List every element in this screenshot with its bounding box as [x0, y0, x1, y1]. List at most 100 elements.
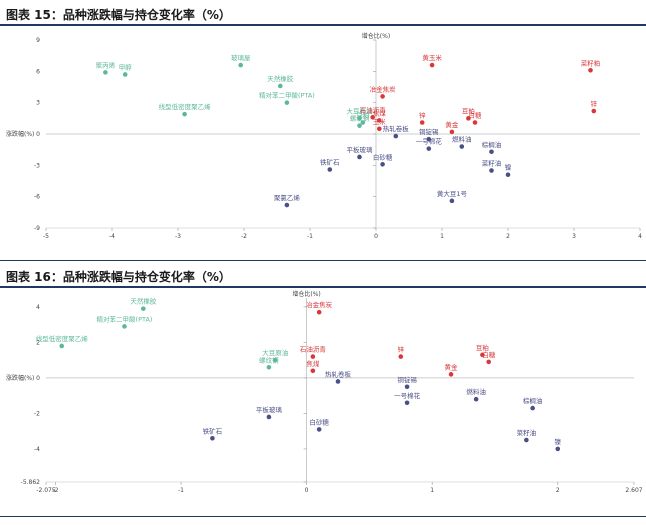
x-tick-label: 0: [374, 233, 378, 240]
point-label: 平板玻璃: [256, 405, 283, 414]
y-tick-label: -9: [34, 225, 40, 232]
point-label: 白砂糖: [373, 152, 393, 161]
y-tick-label: 4: [36, 304, 40, 311]
scatter-point: [310, 368, 316, 374]
scatter-point: [357, 123, 362, 128]
point-label: 棕榈油: [523, 396, 543, 405]
point-label: 铁矿石: [203, 426, 223, 435]
scatter-point: [335, 379, 341, 384]
point-label: 豆粕: [356, 111, 369, 120]
scatter-point: [429, 62, 435, 68]
point-label: 天然橡胶: [130, 297, 157, 306]
x-tick-label: 2: [506, 233, 510, 240]
point-label: 线型低密度聚乙烯: [36, 334, 89, 343]
y-tick-label: -5.862: [21, 479, 41, 486]
scatter-point: [59, 343, 64, 349]
scatter-point: [426, 136, 432, 142]
point-label: 热轧卷板: [325, 369, 352, 378]
scatter-point: [449, 198, 455, 204]
point-label: 聚丙烯: [96, 60, 116, 69]
point-label: 棕榈油: [482, 140, 502, 149]
point-label: 菜籽油: [482, 159, 502, 168]
point-label: 白糖: [482, 350, 496, 359]
scatter-point: [284, 100, 290, 105]
scatter-chart-15: -5 -4 -3 -2 -1 0 1 2 3 4-9-6-33690涨跌幅(%)增仓比(%)聚丙烯…: [6, 32, 642, 240]
scatter-point: [555, 446, 561, 452]
figure-15-title-rule: [0, 24, 646, 26]
point-label: 焦煤: [373, 108, 387, 117]
y-tick-label: 0: [36, 375, 40, 382]
point-label: 精对苯二甲酸(PTA): [97, 314, 153, 323]
point-label: 玻璃屋: [231, 53, 251, 62]
scatter-point: [398, 354, 404, 359]
scatter-point: [327, 167, 333, 172]
point-label: 石油沥青: [300, 345, 327, 354]
scatter-point: [486, 359, 491, 365]
scatter-point: [238, 62, 243, 68]
point-label: 焦煤: [306, 359, 320, 368]
point-label: 黄金: [445, 362, 459, 371]
point-label: 燃料油: [452, 135, 472, 144]
point-label: 锌: [591, 99, 598, 108]
y-tick-label: -4: [34, 446, 40, 453]
y-tick-label: 0: [36, 131, 40, 138]
point-label: 白砂糖: [309, 417, 329, 426]
point-label: 平板玻璃: [347, 145, 374, 154]
x-tick-label: 2.607: [625, 487, 642, 494]
scatter-point: [278, 83, 283, 89]
scatter-point: [588, 67, 593, 73]
x-tick-label: 0: [305, 487, 309, 494]
figure-15-title: 图表 15：品种涨跌幅与持仓变化率（%）: [6, 8, 231, 22]
x-tick-label: -5: [43, 233, 49, 240]
point-label: 螺纹钢: [350, 114, 370, 123]
scatter-point: [310, 354, 316, 359]
point-label: 菜籽油: [517, 428, 537, 437]
point-label: 白糖: [469, 111, 483, 120]
y-tick-label: -6: [34, 194, 40, 201]
scatter-point: [182, 111, 187, 117]
scatter-point: [103, 70, 108, 75]
scatter-point: [489, 168, 494, 173]
scatter-chart-16: -2.075-2 -1 0 1 2 2.607-5.862-4-2240涨跌幅(%)增仓比…: [6, 290, 643, 494]
x-tick-label: 2: [556, 487, 560, 494]
point-label: 螺纹钢: [259, 355, 279, 364]
scatter-point: [272, 357, 278, 363]
scatter-point: [459, 144, 465, 149]
y-tick-label: 2: [36, 339, 40, 346]
figure-16-title: 图表 16：品种涨跌幅与持仓变化率（%）: [6, 270, 231, 284]
x-tick-label: 4: [638, 233, 642, 240]
point-label: 玉米: [373, 117, 387, 126]
scatter-point: [360, 120, 366, 125]
x-tick-label: 1: [430, 487, 434, 494]
point-label: 菜籽粕: [581, 58, 601, 67]
scatter-point: [449, 129, 455, 135]
scatter-point: [380, 94, 385, 99]
x-tick-label: -2.075: [36, 487, 56, 494]
scatter-point: [404, 400, 410, 406]
x-axis-title: 涨跌幅(%): [6, 374, 34, 382]
scatter-point: [122, 324, 127, 329]
point-label: 大豆原油: [347, 106, 373, 115]
x-tick-label: 1: [440, 233, 444, 240]
point-label: 线型低密度聚乙烯: [159, 102, 212, 111]
point-label: 黄金: [445, 120, 459, 129]
scatter-point: [530, 405, 535, 411]
scatter-point: [266, 364, 272, 370]
point-label: 豆粕: [476, 343, 489, 352]
scatter-point: [448, 372, 454, 377]
scatter-point: [266, 414, 272, 420]
point-label: 锌: [398, 345, 405, 354]
scatter-point: [591, 108, 597, 114]
scatter-point: [316, 309, 322, 315]
scatter-point: [419, 120, 425, 125]
x-tick-label: -2: [241, 233, 247, 240]
point-label: 精对苯二甲酸(PTA): [259, 91, 315, 100]
scatter-point: [393, 133, 399, 139]
x-tick-label: -4: [109, 233, 115, 240]
point-label: 一号棉花: [416, 137, 443, 146]
scatter-point: [489, 149, 494, 155]
y-axis-title: 增仓比(%): [292, 290, 320, 298]
point-label: 石油沥青: [360, 105, 387, 114]
point-label: 热轧卷板: [383, 124, 410, 133]
scatter-point: [505, 172, 511, 178]
